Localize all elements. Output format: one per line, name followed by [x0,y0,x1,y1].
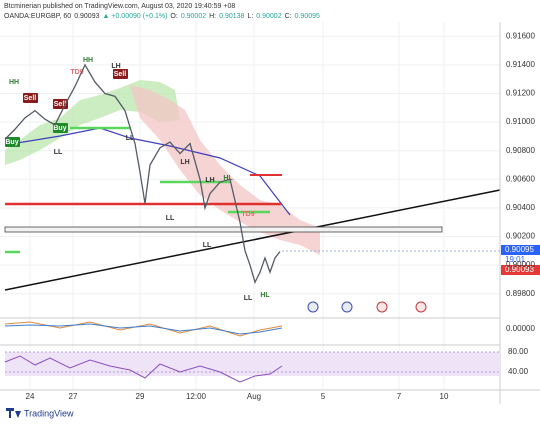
brand: TradingView [24,408,74,418]
annotation: Buy [5,139,18,146]
annotation: Sell [54,101,67,108]
logo [6,408,21,418]
event-icon [376,301,388,313]
y-tick-label: 0.90400 [506,203,535,212]
x-tick-label: Aug [247,392,261,401]
rsi-tick-label: 80.00 [508,347,529,356]
signal-box [53,123,68,133]
moving-average [4,127,291,216]
annotation: LH [180,159,189,166]
event-icon [341,301,353,313]
annotation: Buy [53,125,66,132]
price-tag-text: 0.90093 [505,265,534,274]
ohlc: O: [170,13,177,20]
y-tick-label: 0.90000 [506,260,535,269]
signal-box [113,69,128,79]
y-tick-label: 0.91400 [506,60,535,69]
range-box [4,226,443,233]
ohlc: 0.90095 [295,13,320,20]
header-line: OANDA:EURGBP, 60 0.90093 ▲ +0.00090 (+0.1%… [4,13,320,20]
y-tick-label: 0.91000 [506,117,535,126]
price-tag [501,255,540,265]
annotation: LL [244,295,253,302]
cloud-red [130,85,320,255]
trendline [4,189,501,291]
publisher: Btcminerian published on TradingView.com… [4,3,235,10]
annotation: Sell [114,71,127,78]
rsi-axis: 80.00 40.00 [5,347,529,376]
annotation: LL [166,215,175,222]
y-tick-label: 0.89800 [506,289,535,298]
annotation: LL [203,242,212,249]
annotation: LH [111,63,120,70]
price-tag-text: 0.90095 [505,245,534,254]
ohlc: H: [209,13,216,20]
annotation: LH [205,177,214,184]
event-icon [307,301,319,313]
y-tick-label: 0.90600 [506,174,535,183]
price-tag-text: 19:01 [505,255,526,264]
y-tick-label: 0.90200 [506,232,535,241]
price-line [4,63,281,285]
signal-box [23,93,38,103]
price-tag [501,265,540,275]
ohlc: C: [285,13,292,20]
x-tick-label: 5 [321,392,326,401]
annotation: HL [223,175,233,182]
ohlc: 0.90138 [219,13,244,20]
x-tick-label: 12:00 [186,392,207,401]
last-price: 0.90093 [74,13,99,20]
y-tick-label: 0.90800 [506,146,535,155]
ohlc: L: [247,13,253,20]
annotation: HL [260,292,270,299]
x-tick-label: 29 [136,392,145,401]
rsi-line [4,355,283,383]
y-tick-label: 0.91600 [506,31,535,40]
oscillator-signal [4,323,283,335]
annotation: HH [83,57,93,64]
change: ▲ +0.00090 (+0.1%) [103,13,168,20]
signal-box [5,137,20,147]
y-tick-label: 0.91200 [506,89,535,98]
symbol: OANDA:EURGBP, 60 [4,13,71,20]
annotation: LL [54,149,63,156]
rsi-tick-label: 40.00 [508,367,529,376]
oscillator-tick: 0.00000 [506,324,535,333]
annotation: LL [126,135,135,142]
price-tag [501,245,540,255]
annotation: Sell [24,95,37,102]
event-icon [415,301,427,313]
annotation: HH [9,79,19,86]
x-tick-label: 27 [69,392,78,401]
x-tick-label: 7 [397,392,402,401]
annotation: TD9 [70,69,83,76]
x-tick-label: 10 [440,392,449,401]
ohlc: 0.90002 [181,13,206,20]
annotation: TD9 [241,211,254,218]
ohlc: 0.90002 [256,13,281,20]
x-tick-label: 24 [26,392,35,401]
